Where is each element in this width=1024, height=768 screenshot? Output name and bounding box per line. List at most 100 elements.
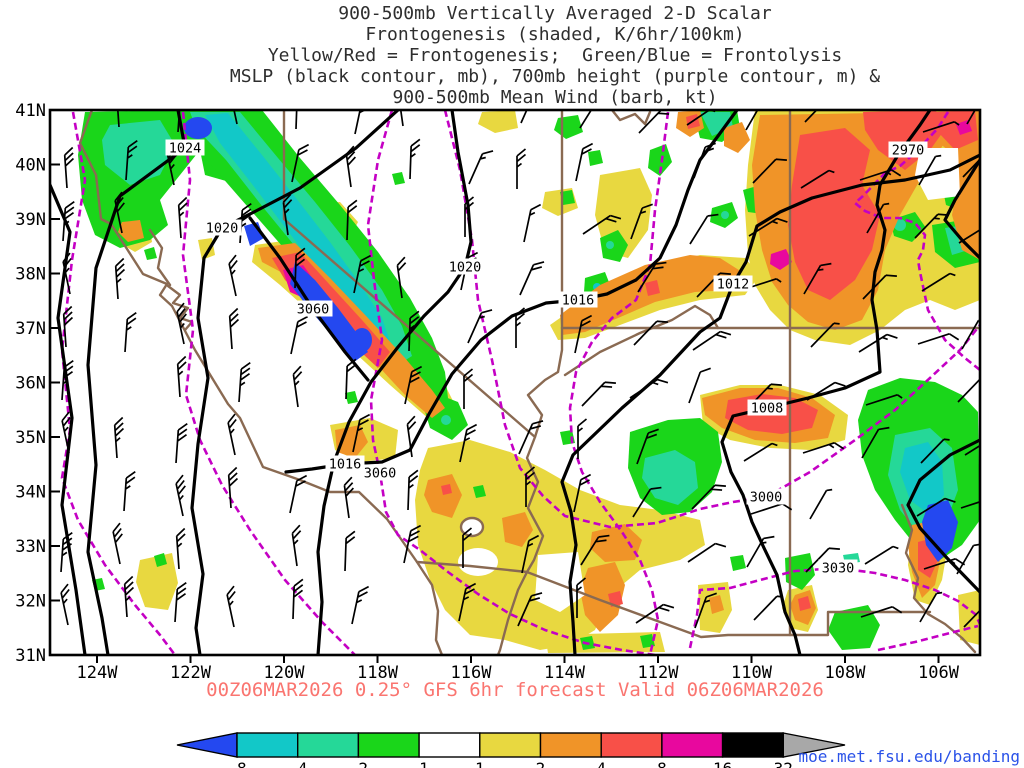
- wind-barb: [860, 605, 903, 618]
- wind-barb: [519, 261, 545, 296]
- wind-barb: [518, 420, 544, 455]
- wind-barb: [291, 524, 302, 567]
- wind-barb: [291, 143, 310, 183]
- mslp-label: 1016: [329, 457, 362, 473]
- wind-barb: [228, 307, 240, 350]
- wind-barb: [63, 146, 75, 189]
- wind-barb: [351, 585, 370, 625]
- lat-label: 33N: [15, 537, 46, 557]
- wind-barb: [61, 411, 71, 454]
- colorbar-right-arrow: [782, 732, 846, 758]
- mslp-label-box: [165, 139, 205, 156]
- wind-barb: [62, 305, 74, 348]
- title-line-4: MSLP (black contour, mb), 700mb height (…: [229, 66, 881, 87]
- wind-barb: [745, 110, 769, 131]
- wind-barb: [343, 476, 355, 519]
- wind-barb: [917, 332, 960, 345]
- wind-barb: [920, 438, 950, 464]
- wind-barb: [60, 583, 70, 626]
- wind-barb: [582, 214, 622, 235]
- wind-barb: [750, 502, 793, 515]
- wind-barb: [960, 496, 980, 509]
- colorbar-segment: [297, 732, 360, 758]
- wind-barb: [858, 333, 898, 353]
- wind-barb: [175, 527, 186, 570]
- wind-barb: [290, 315, 309, 355]
- wind-barb: [746, 535, 775, 568]
- colorbar-left-arrow: [176, 732, 238, 758]
- colorbar-tick-label: 16: [713, 759, 732, 768]
- wind-barb: [581, 381, 616, 407]
- lat-label: 37N: [15, 319, 46, 339]
- colorbar-tick-label: -4: [288, 759, 307, 768]
- wind-barb: [404, 365, 423, 405]
- wind-barb: [630, 203, 653, 240]
- colorbar-segment: [479, 732, 542, 758]
- wind-barb: [292, 578, 304, 620]
- height-label: 3060: [297, 302, 330, 318]
- wind-barb: [61, 359, 74, 401]
- wind-barb: [463, 368, 474, 409]
- lon-label: 118W: [357, 663, 399, 683]
- axes: 41N 40N 39N 38N 37N 36N 35N 34N 33N 32N 31N 124W 122…: [15, 101, 959, 683]
- wind-barb: [123, 575, 135, 618]
- lon-label: 116W: [451, 663, 493, 683]
- wind-barb: [861, 426, 890, 459]
- wind-barb: [633, 320, 668, 346]
- wind-barb: [752, 158, 787, 184]
- wind-barb: [635, 603, 675, 624]
- lon-label: 108W: [825, 663, 867, 683]
- wind-barb: [521, 534, 540, 574]
- wind-barb: [957, 377, 980, 403]
- wind-barb: [352, 413, 371, 453]
- lat-label: 32N: [15, 592, 46, 612]
- lon-label: 124W: [77, 663, 119, 683]
- height-label: 3060: [364, 466, 397, 482]
- wind-barb: [176, 302, 187, 345]
- lat-label: 35N: [15, 428, 46, 448]
- mexico-border: [415, 560, 932, 639]
- wind-barb: [753, 595, 783, 621]
- wind-barb: [580, 534, 610, 566]
- wind-barb: [406, 415, 417, 458]
- wind-barb: [345, 358, 357, 400]
- wind-barb: [175, 422, 188, 464]
- wind-barb: [464, 196, 475, 237]
- central-valley-river: [148, 228, 172, 287]
- wind-barb: [397, 110, 408, 127]
- lon-label: 122W: [170, 663, 212, 683]
- wind-barb: [396, 256, 407, 299]
- wind-barb: [579, 110, 609, 129]
- wind-barb: [632, 486, 662, 518]
- height-label-box: [746, 488, 786, 505]
- nv-az-border: [526, 326, 564, 439]
- wind-barb: [688, 367, 711, 404]
- credit-link[interactable]: moe.met.fsu.edu/banding: [798, 747, 1020, 766]
- wind-barb: [112, 522, 123, 565]
- wind-barb: [114, 257, 126, 300]
- colorbar-tick-label: 2: [536, 759, 546, 768]
- wind-barb: [123, 470, 136, 512]
- wind-barb: [226, 585, 236, 628]
- wind-barb: [862, 274, 897, 300]
- title-line-1: 900-500mb Vertically Averaged 2-D Scalar: [338, 3, 772, 24]
- mslp-label-box: [445, 258, 485, 275]
- wind-barb: [228, 254, 238, 297]
- wind-barb: [174, 581, 187, 623]
- wind-barb: [914, 213, 949, 239]
- wind-barb: [124, 311, 137, 353]
- title-line-5: 900-500mb Mean Wind (barb, kt): [392, 87, 718, 108]
- wind-barb: [743, 442, 778, 462]
- wind-barb: [60, 531, 73, 573]
- wind-barb: [62, 200, 75, 242]
- height-label: 3030: [822, 561, 855, 577]
- wind-barb: [517, 592, 543, 627]
- wind-barb: [638, 110, 673, 134]
- wind-barb: [803, 262, 832, 295]
- wind-barb: [963, 602, 980, 628]
- wind-barb: [408, 310, 420, 352]
- wind-barb: [176, 355, 187, 398]
- wind-barb: [177, 196, 188, 239]
- lon-label: 112W: [638, 663, 680, 683]
